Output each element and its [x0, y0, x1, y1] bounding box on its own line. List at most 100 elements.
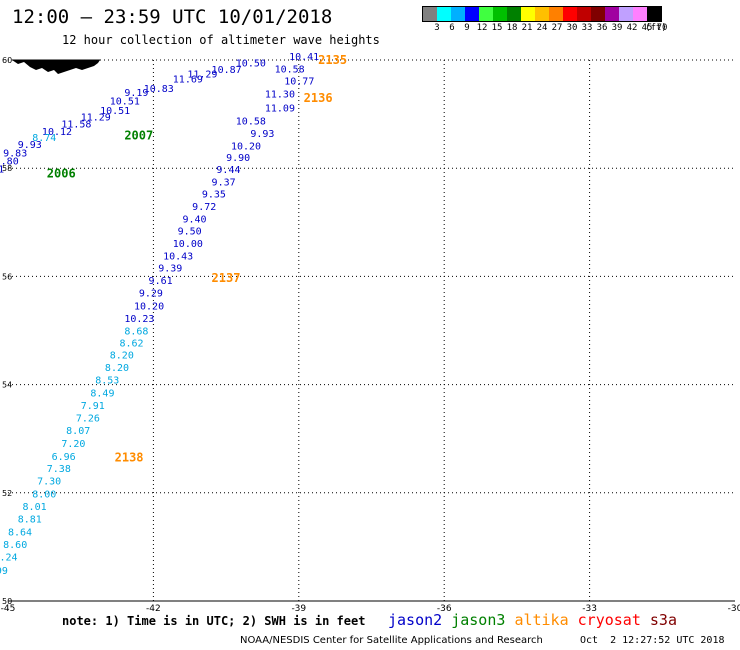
swh-value: 8.01: [23, 502, 47, 513]
legend-swatch: [521, 7, 535, 21]
legend-swatch: [633, 7, 647, 21]
swh-value: 8.62: [119, 339, 143, 350]
swh-value: 9.93: [250, 129, 274, 140]
satellite-label-jason3: jason3: [451, 611, 515, 629]
swh-value: 8.24: [0, 552, 18, 563]
swh-data-points: 10.4110.5010.5810.8711.2910.7711.6910.83…: [0, 52, 319, 577]
swh-value: 11.51: [0, 165, 4, 176]
swh-value: 10.12: [42, 127, 72, 138]
lon-tick-label: -33: [582, 604, 597, 614]
swh-value: 8.74: [32, 133, 56, 144]
swh-value: 9.50: [178, 227, 202, 238]
legend-label: 24: [536, 23, 548, 33]
map-subtitle: 12 hour collection of altimeter wave hei…: [62, 33, 380, 47]
swh-value: 7.30: [37, 477, 61, 488]
swh-value: 9.93: [18, 140, 42, 151]
legend-swatch: [507, 7, 521, 21]
swh-value: 8.64: [8, 528, 32, 539]
lat-tick-label: 58: [2, 164, 12, 173]
lat-tick-label: 60: [2, 56, 12, 65]
swh-value: 11.29: [187, 69, 217, 80]
legend-label: 9: [464, 23, 470, 33]
legend-swatch: [549, 7, 563, 21]
color-scale-legend: [422, 6, 662, 22]
swh-value: 11.58: [61, 120, 91, 131]
track-number-label: 2007: [124, 129, 153, 143]
map-title: 12:00 — 23:59 UTC 10/01/2018: [12, 6, 333, 28]
swh-value: 9.29: [139, 288, 163, 299]
axis-tick-labels: -45 -42 -39 -36 -33 -30 60 58 56 54 52 50: [1, 56, 740, 614]
legend-label: 30: [566, 23, 578, 33]
lat-lon-grid: [8, 60, 735, 601]
satellite-label-jason2: jason2: [388, 611, 452, 629]
lat-tick-label: 50: [2, 597, 12, 606]
legend-swatch: [423, 7, 437, 21]
lat-tick-label: 56: [2, 272, 12, 281]
swh-value: 10.58: [236, 116, 266, 127]
legend-label: 39: [611, 23, 623, 33]
track-number-label: 2137: [212, 271, 241, 285]
swh-value: 7.38: [47, 464, 71, 475]
satellite-label-altika: altika: [514, 611, 578, 629]
swh-value: 6.96: [52, 452, 76, 463]
legend-swatch: [591, 7, 605, 21]
swh-value: 10.20: [134, 301, 164, 312]
lon-tick-label: -36: [437, 604, 452, 614]
swh-value: 9.44: [216, 165, 240, 176]
legend-label: (ft): [645, 23, 667, 33]
track-number-label: 2136: [304, 91, 333, 105]
legend-swatch: [437, 7, 451, 21]
track-number-label: 2138: [115, 451, 144, 465]
track-labels: 2135 2136 2007 2006 2137 2138: [47, 53, 347, 465]
map-frame: [8, 59, 735, 602]
swh-value: 10.50: [236, 58, 266, 69]
swh-value: 10.51: [110, 96, 140, 107]
swh-value: 7.99: [0, 566, 8, 577]
lon-tick-label: -45: [1, 604, 16, 614]
swh-value: 10.58: [275, 64, 305, 75]
swh-value: 8.20: [105, 363, 129, 374]
swh-value: 9.72: [192, 202, 216, 213]
legend-swatch: [493, 7, 507, 21]
swh-value: 8.53: [95, 376, 119, 387]
legend-label: 33: [581, 23, 593, 33]
satellite-label-cryosat: cryosat: [577, 611, 650, 629]
legend-swatch: [563, 7, 577, 21]
track-number-label: 2135: [318, 53, 347, 67]
swh-value: 10.77: [284, 76, 314, 87]
legend-swatch: [619, 7, 633, 21]
lat-tick-label: 54: [2, 381, 12, 390]
swh-value: 10.51: [100, 106, 130, 117]
legend-label: 21: [521, 23, 533, 33]
lat-tick-label: 52: [2, 489, 12, 498]
credit-text: NOAA/NESDIS Center for Satellite Applica…: [240, 635, 543, 646]
swh-value: 10.23: [124, 314, 154, 325]
swh-value: 8.68: [124, 326, 148, 337]
swh-value: 8.20: [110, 351, 134, 362]
legend-label: 36: [596, 23, 608, 33]
swh-value: 7.20: [61, 439, 85, 450]
swh-value: 11.09: [265, 103, 295, 114]
swh-value: 9.37: [212, 178, 236, 189]
legend-label: 6: [449, 23, 455, 33]
swh-value: 9.90: [226, 153, 250, 164]
legend-label: 70: [656, 23, 668, 33]
legend-swatch: [535, 7, 549, 21]
swh-value: 11.29: [81, 113, 111, 124]
swh-value: 10.00: [173, 239, 203, 250]
legend-label: 12: [476, 23, 488, 33]
satellite-label-s3a: s3a: [649, 611, 677, 629]
swh-value: 7.26: [76, 413, 100, 424]
swh-value: 8.00: [32, 490, 56, 501]
swh-value: 8.60: [3, 540, 27, 551]
legend-label: 18: [506, 23, 518, 33]
legend-label: 45: [641, 23, 653, 33]
greenland-coastline: [12, 59, 100, 74]
swh-value: 10.83: [144, 84, 174, 95]
swh-value: 9.35: [202, 189, 226, 200]
swh-value: 8.49: [90, 389, 114, 400]
swh-value: 11.69: [173, 75, 203, 86]
swh-value: 10.41: [289, 52, 319, 63]
legend-swatch: [479, 7, 493, 21]
